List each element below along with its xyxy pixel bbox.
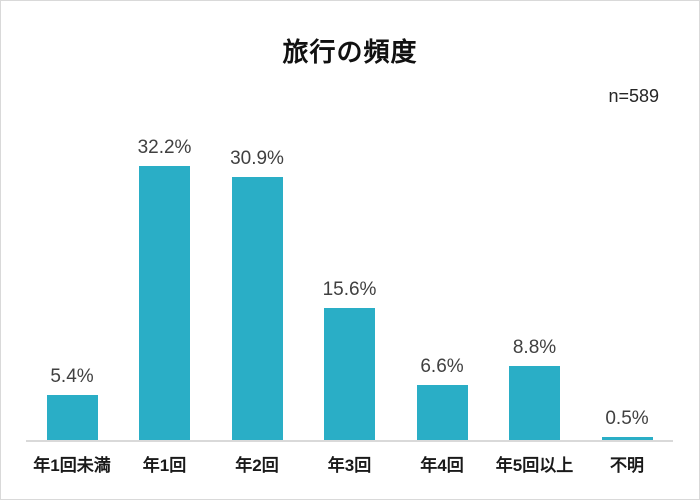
bar-value-label: 5.4% [50,366,94,387]
bar-column: 15.6% 年3回 [304,101,396,475]
bar-value-label: 32.2% [137,137,192,158]
sample-size-label: n=589 [608,86,659,106]
bar-category-label: 年4回 [420,456,464,475]
bar-value-label: 15.6% [322,279,377,300]
bar-category-label: 年3回 [327,456,372,475]
bar-column: 6.6% 年4回 [396,101,488,475]
bar-category-label: 不明 [610,456,644,475]
bar-column: 5.4% 年1回未満 [26,101,118,475]
bar-column: 8.8% 年5回以上 [489,101,581,475]
bar-column: 0.5% 不明 [581,101,673,475]
bar-value-label: 8.8% [512,337,557,358]
chart-title: 旅行の頻度 [282,37,418,67]
bar [139,166,190,441]
bar-value-label: 0.5% [605,408,649,429]
bar-value-label: 6.6% [420,356,464,377]
bar [601,437,653,441]
bar-value-label: 30.9% [230,148,284,169]
bar [324,308,375,441]
bar [509,366,560,441]
bar-chart-plot-area: 5.4% 年1回未満 32.2% 年1回 30.9% 年2回 15.6% 年3回 6.6% 年4回… [26,101,673,475]
bar-category-label: 年2回 [235,456,279,475]
bar [46,395,98,441]
bar-category-label: 年1回 [142,456,187,475]
x-axis-line [26,440,673,442]
bar-category-label: 年1回未満 [33,456,111,475]
bar-category-label: 年5回以上 [495,456,574,475]
bar [416,385,468,441]
bar [231,177,283,441]
bar-column: 32.2% 年1回 [119,101,211,475]
bar-column: 30.9% 年2回 [211,101,303,475]
